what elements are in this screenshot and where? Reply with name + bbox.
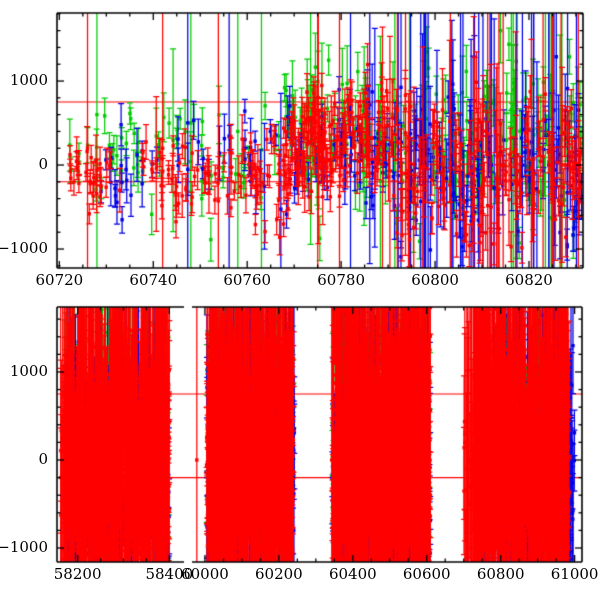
y-tick-label: 1000 [9, 71, 48, 90]
x-tick-label: 60740 [129, 271, 178, 289]
x-tick-label: 61000 [550, 565, 599, 583]
y-tick-label: 1000 [9, 361, 48, 380]
x-tick-label: 60800 [476, 565, 525, 583]
x-tick-label: 60800 [411, 271, 459, 289]
x-tick-label: 60720 [35, 271, 84, 289]
x-tick-label: 60400 [328, 565, 377, 583]
x-tick-label: 60000 [181, 565, 229, 583]
y-tick-label: 0 [38, 449, 48, 468]
y-tick-label: −1000 [0, 538, 48, 556]
y-tick-label: 0 [38, 155, 48, 174]
x-tick-label: 58400 [145, 565, 194, 583]
x-tick-label: 60200 [255, 565, 303, 583]
x-tick-label: 58200 [53, 565, 102, 583]
y-tick-label: −1000 [0, 239, 48, 258]
x-tick-label: 60820 [505, 271, 553, 289]
x-tick-label: 60600 [402, 565, 451, 583]
x-tick-label: 60780 [317, 271, 365, 289]
x-tick-label: 60760 [223, 271, 272, 289]
